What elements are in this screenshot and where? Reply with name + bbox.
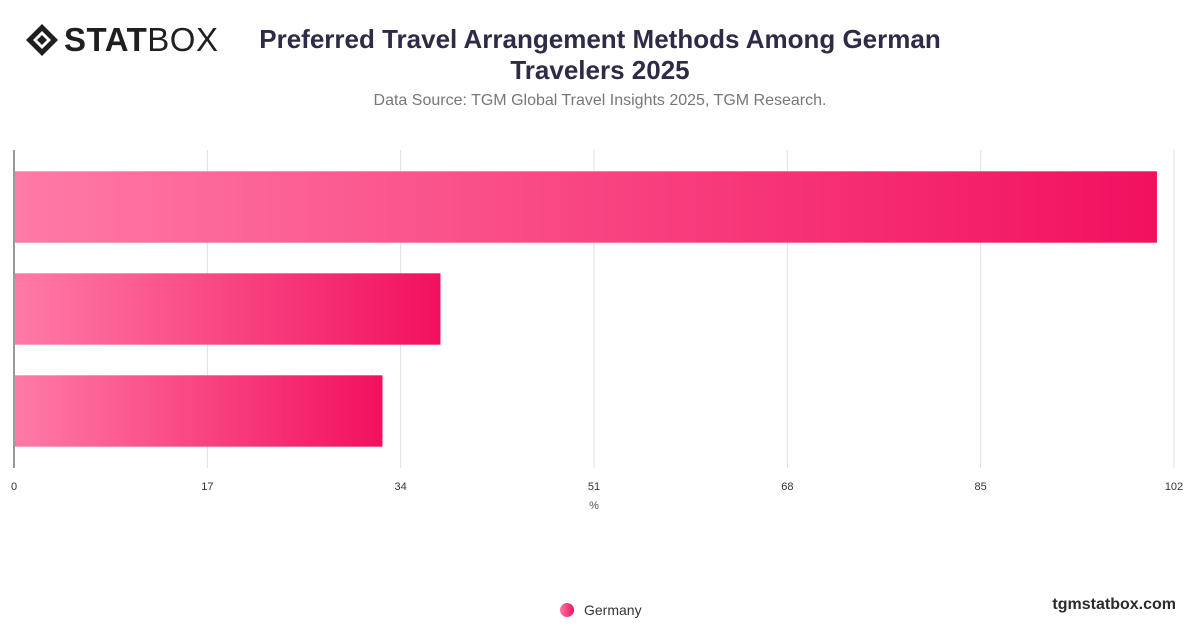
axes: 0 17 34 51 68 85 102% — [11, 150, 1183, 512]
bar-3[interactable] — [15, 375, 383, 447]
x-tick-label: 34 — [395, 481, 407, 493]
x-tick-label: 102 — [1165, 481, 1183, 493]
x-axis-title: % — [589, 500, 599, 512]
legend[interactable]: Germany — [560, 602, 642, 618]
logo-text-bold: STAT — [64, 21, 148, 58]
diamond-logo-icon — [26, 24, 58, 56]
chart-title: Preferred Travel Arrangement Methods Amo… — [259, 24, 941, 85]
watermark: tgmstatbox.com — [1052, 596, 1176, 613]
chart-subtitle: Data Source: TGM Global Travel Insights … — [373, 92, 827, 109]
x-tick-label: 17 — [201, 481, 213, 493]
x-tick-label: 51 — [588, 481, 600, 493]
brand-logo: STAT BOX — [24, 22, 218, 58]
x-tick-label: 85 — [975, 481, 987, 493]
bars — [15, 171, 1157, 447]
bar-1[interactable] — [15, 171, 1157, 243]
x-tick-label: 0 — [11, 481, 17, 493]
legend-label-germany: Germany — [584, 602, 642, 618]
logo-text-light: BOX — [147, 21, 219, 58]
x-tick-label: 68 — [781, 481, 793, 493]
legend-swatch — [560, 603, 574, 617]
bar-2[interactable] — [15, 273, 441, 345]
